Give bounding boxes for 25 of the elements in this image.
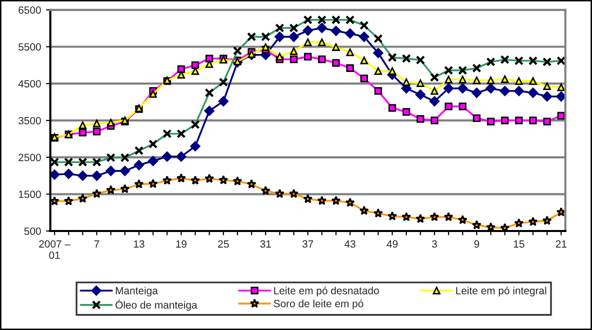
x-tick-label: 7 [94, 240, 100, 248]
legend-label: Leite em pó desnatado [274, 286, 379, 296]
legend-label: Leite em pó integral [456, 286, 546, 296]
x-tick-label: 31 [260, 240, 271, 248]
x-tick-label: 37 [302, 240, 314, 248]
y-tick-label: 6500 [18, 6, 41, 14]
legend-label: Soro de leite em pó [274, 300, 364, 310]
y-tick-label: 4500 [18, 80, 41, 88]
x-tick-label: 3 [432, 240, 437, 248]
y-tick-label: 3500 [18, 116, 41, 124]
x-tick-label: 13 [134, 240, 144, 248]
legend-label: Óleo de manteiga [116, 300, 198, 311]
y-tick-label: 1500 [18, 190, 41, 198]
x-tick-label: 2007 – 01 [39, 240, 70, 259]
y-tick-label: 5500 [18, 43, 41, 51]
y-tick-label: 500 [24, 228, 41, 235]
x-tick-label: 21 [556, 240, 566, 248]
x-tick-label: 19 [176, 240, 186, 248]
x-tick-label: 43 [344, 240, 356, 248]
x-tick-label: 49 [386, 240, 398, 248]
legend-label: Manteiga [116, 286, 158, 296]
x-tick-label: 9 [474, 240, 480, 248]
x-tick-label: 25 [218, 240, 229, 248]
y-tick-label: 2500 [18, 154, 41, 162]
x-tick-label: 15 [514, 240, 524, 248]
